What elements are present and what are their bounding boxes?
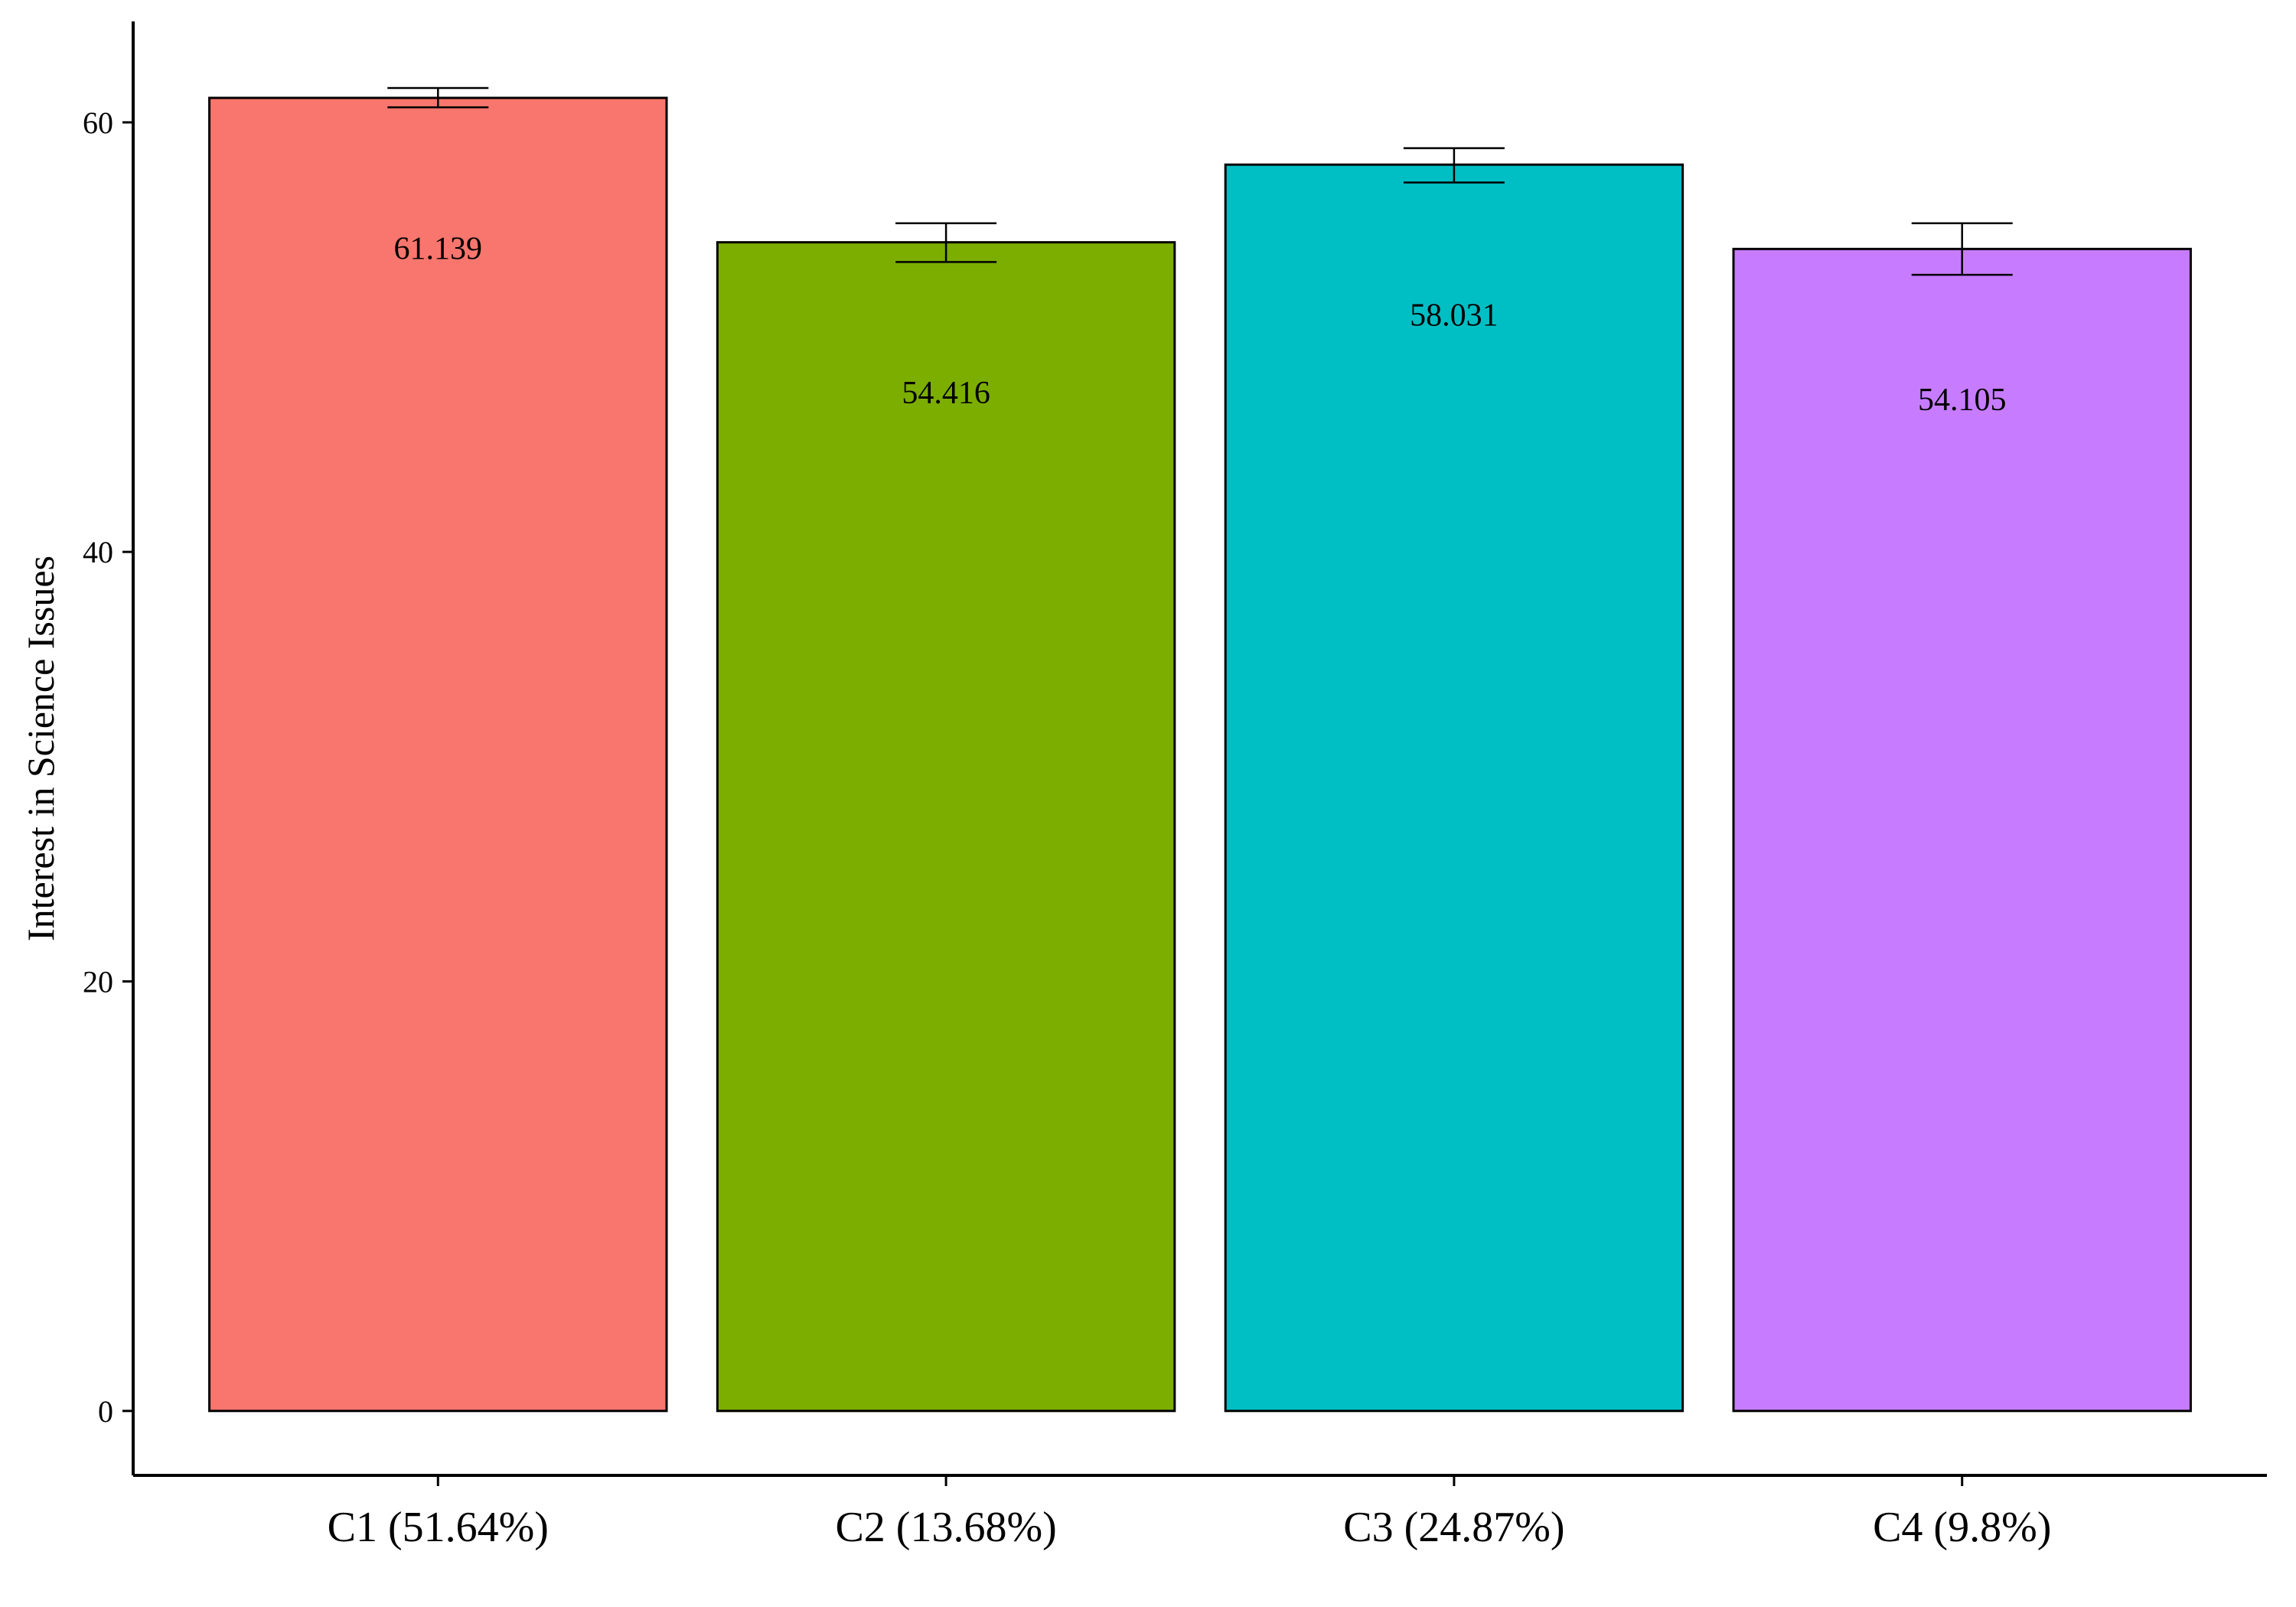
error-bar-1 — [387, 86, 489, 109]
value-label-1: 61.139 — [394, 231, 483, 266]
axes-layer — [132, 21, 2267, 1477]
y-ticks-layer: 0 20 40 60 — [83, 106, 133, 1429]
x-tick-label-2: C2 (13.68%) — [835, 1504, 1056, 1551]
bar-1 — [208, 96, 668, 1413]
y-tick-label-20: 20 — [83, 965, 113, 999]
value-label-3: 58.031 — [1410, 298, 1499, 334]
bar-2 — [716, 241, 1176, 1413]
error-bar-2 — [895, 222, 997, 263]
value-label-2: 54.416 — [902, 376, 990, 411]
y-tick-label-60: 60 — [83, 106, 113, 140]
value-labels-layer: 61.139 54.416 58.031 54.105 — [394, 231, 2007, 417]
y-tick-label-40: 40 — [83, 535, 113, 569]
x-tick-label-3: C3 (24.87%) — [1343, 1504, 1564, 1551]
y-tick-label-0: 0 — [98, 1394, 113, 1429]
error-bar-4 — [1911, 222, 2013, 276]
bar-4 — [1732, 247, 2192, 1413]
bar-3 — [1224, 163, 1684, 1413]
value-label-4: 54.105 — [1918, 383, 2007, 418]
error-bars-layer — [387, 86, 2013, 276]
x-ticks-layer: C1 (51.64%) C2 (13.68%) C3 (24.87%) C4 (9.8… — [328, 1475, 2051, 1551]
x-tick-label-4: C4 (9.8%) — [1873, 1504, 2051, 1551]
bars-layer — [208, 96, 2192, 1413]
error-bar-3 — [1403, 147, 1505, 184]
x-tick-label-1: C1 (51.64%) — [328, 1504, 549, 1551]
y-axis-title: Interest in Science Issues — [19, 556, 62, 941]
